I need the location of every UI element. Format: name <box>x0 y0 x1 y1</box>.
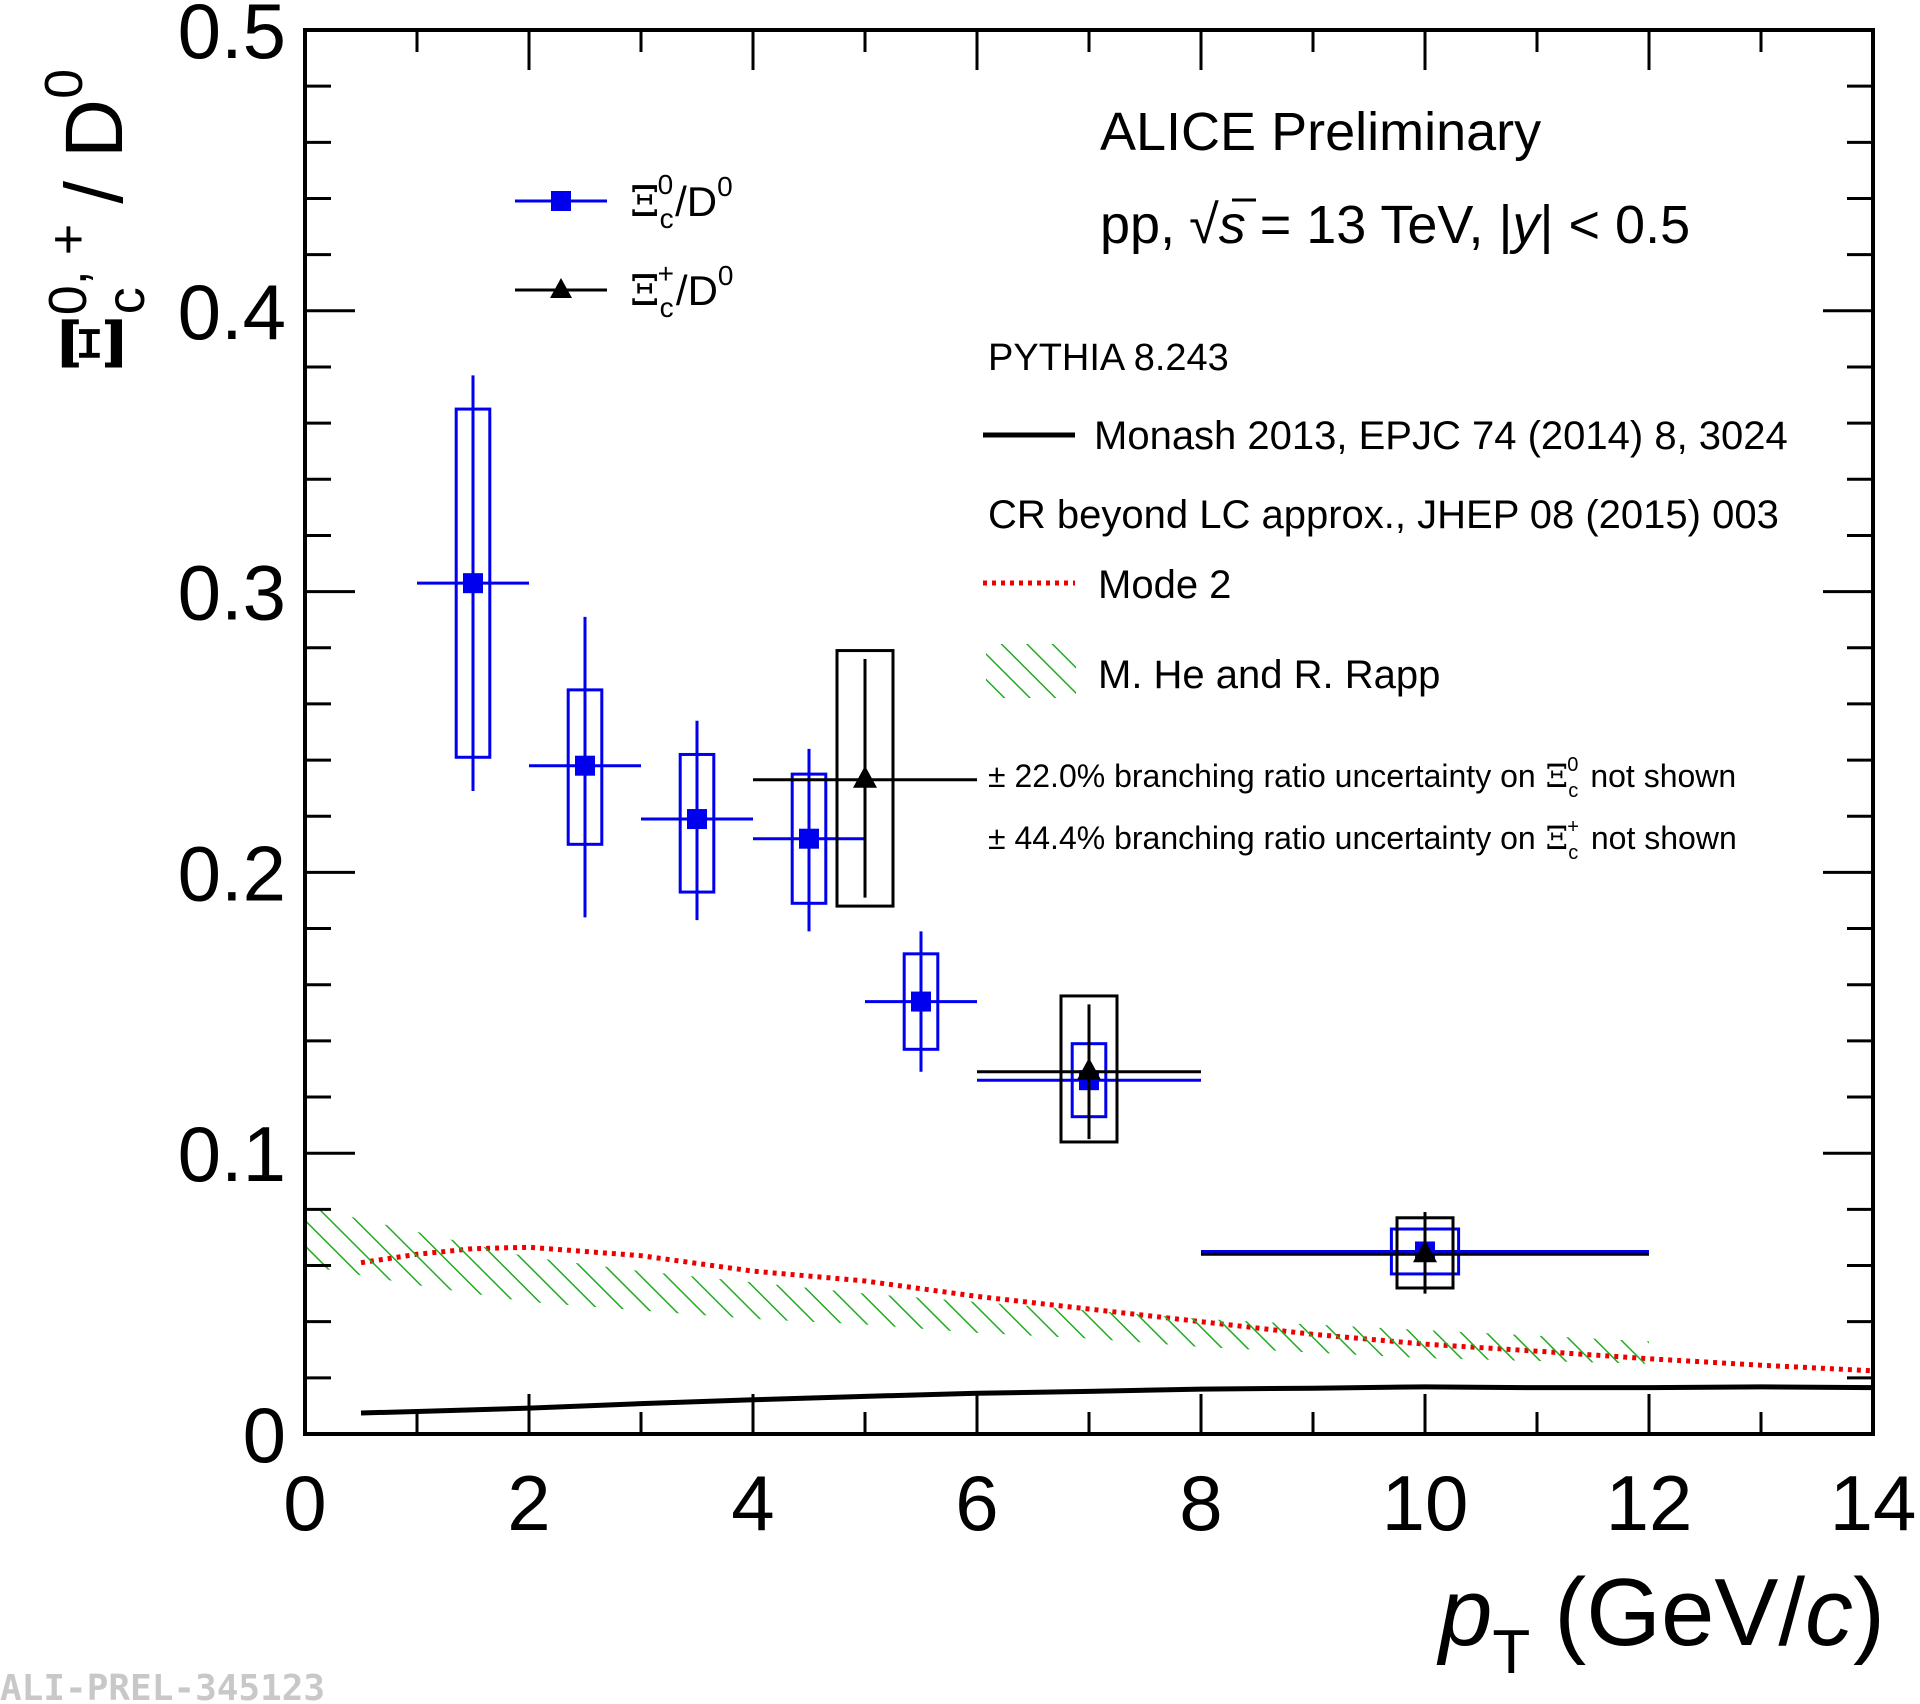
y-tick-label: 0.1 <box>178 1110 286 1198</box>
legend-cr-header: CR beyond LC approx., JHEP 08 (2015) 003 <box>988 493 1779 537</box>
xicplus-point <box>1201 1212 1649 1294</box>
x-tick-label: 8 <box>1179 1459 1222 1547</box>
x-tick-label: 14 <box>1830 1459 1917 1547</box>
legend-label-xic0: Ξc0/D0 <box>630 169 733 234</box>
square-marker <box>575 755 595 776</box>
xic0-point <box>865 931 977 1072</box>
y-tick-label: 0.2 <box>178 829 286 917</box>
legend-mode2-label: Mode 2 <box>1098 563 1231 607</box>
x-tick-label: 6 <box>955 1459 998 1547</box>
y-tick-label: 0.4 <box>178 268 286 356</box>
square-marker <box>911 991 931 1012</box>
legend-herapp-label: M. He and R. Rapp <box>1098 653 1440 697</box>
legend-pythia-header: PYTHIA 8.243 <box>988 337 1229 379</box>
watermark: ALI-PREL-345123 <box>0 1668 325 1704</box>
legend-herapp-swatch <box>986 644 1076 698</box>
xic0-point <box>753 748 865 932</box>
xic0-point <box>641 720 753 921</box>
triangle-marker <box>853 765 877 788</box>
y-tick-label: 0.3 <box>178 549 286 637</box>
xic0-point <box>529 616 641 918</box>
br-notes: ± 22.0% branching ratio uncertainty on Ξc… <box>988 754 1737 864</box>
axis-ticks <box>303 28 1875 1436</box>
x-tick-label: 10 <box>1382 1459 1469 1547</box>
x-axis-title: pT (GeV/c) <box>1436 1559 1885 1687</box>
legend-monash-label: Monash 2013, EPJC 74 (2014) 8, 3024 <box>1094 414 1788 458</box>
legend-data: Ξc0/D0 Ξc+/D0 <box>515 169 734 323</box>
y-tick-label: 0 <box>243 1391 286 1479</box>
legend-black-marker <box>550 278 572 298</box>
header-title: ALICE Preliminary <box>1100 102 1541 162</box>
x-tick-label: 12 <box>1606 1459 1693 1547</box>
triangle-marker <box>1413 1240 1437 1263</box>
xicplus-point <box>977 994 1201 1144</box>
legend-models: PYTHIA 8.243 Monash 2013, EPJC 74 (2014)… <box>983 337 1788 698</box>
square-marker <box>687 809 707 830</box>
model-curve-monash <box>360 1384 1873 1416</box>
header-system: pp, √s = 13 TeV, |y| < 0.5 <box>1100 195 1690 255</box>
x-tick-label: 4 <box>731 1459 774 1547</box>
br-note-xicplus: ± 44.4% branching ratio uncertainty on Ξc… <box>988 816 1737 864</box>
xicplus-point <box>753 649 977 908</box>
square-marker <box>799 828 819 849</box>
legend-blue-marker <box>551 191 571 211</box>
data-points <box>417 375 1649 1294</box>
legend-label-xicplus: Ξc+/D0 <box>630 258 734 323</box>
triangle-marker <box>1077 1057 1101 1080</box>
sys-box <box>1059 994 1119 1144</box>
x-tick-label: 0 <box>283 1459 326 1547</box>
y-axis-title: Ξc0, +/ D0 <box>34 69 156 372</box>
x-tick-label: 2 <box>507 1459 550 1547</box>
model-band-he-rapp <box>305 1206 1649 1364</box>
br-note-xic0: ± 22.0% branching ratio uncertainty on Ξc… <box>988 754 1736 802</box>
model-curves <box>305 1206 1873 1416</box>
axis-tick-labels: 0 2 4 6 8 10 12 14 0 0.1 0.2 0.3 0.4 0.5 <box>178 0 1917 1547</box>
xic0-point <box>417 375 529 791</box>
square-marker <box>463 573 483 594</box>
y-tick-label: 0.5 <box>178 0 286 75</box>
model-curve-mode2 <box>360 1244 1873 1374</box>
